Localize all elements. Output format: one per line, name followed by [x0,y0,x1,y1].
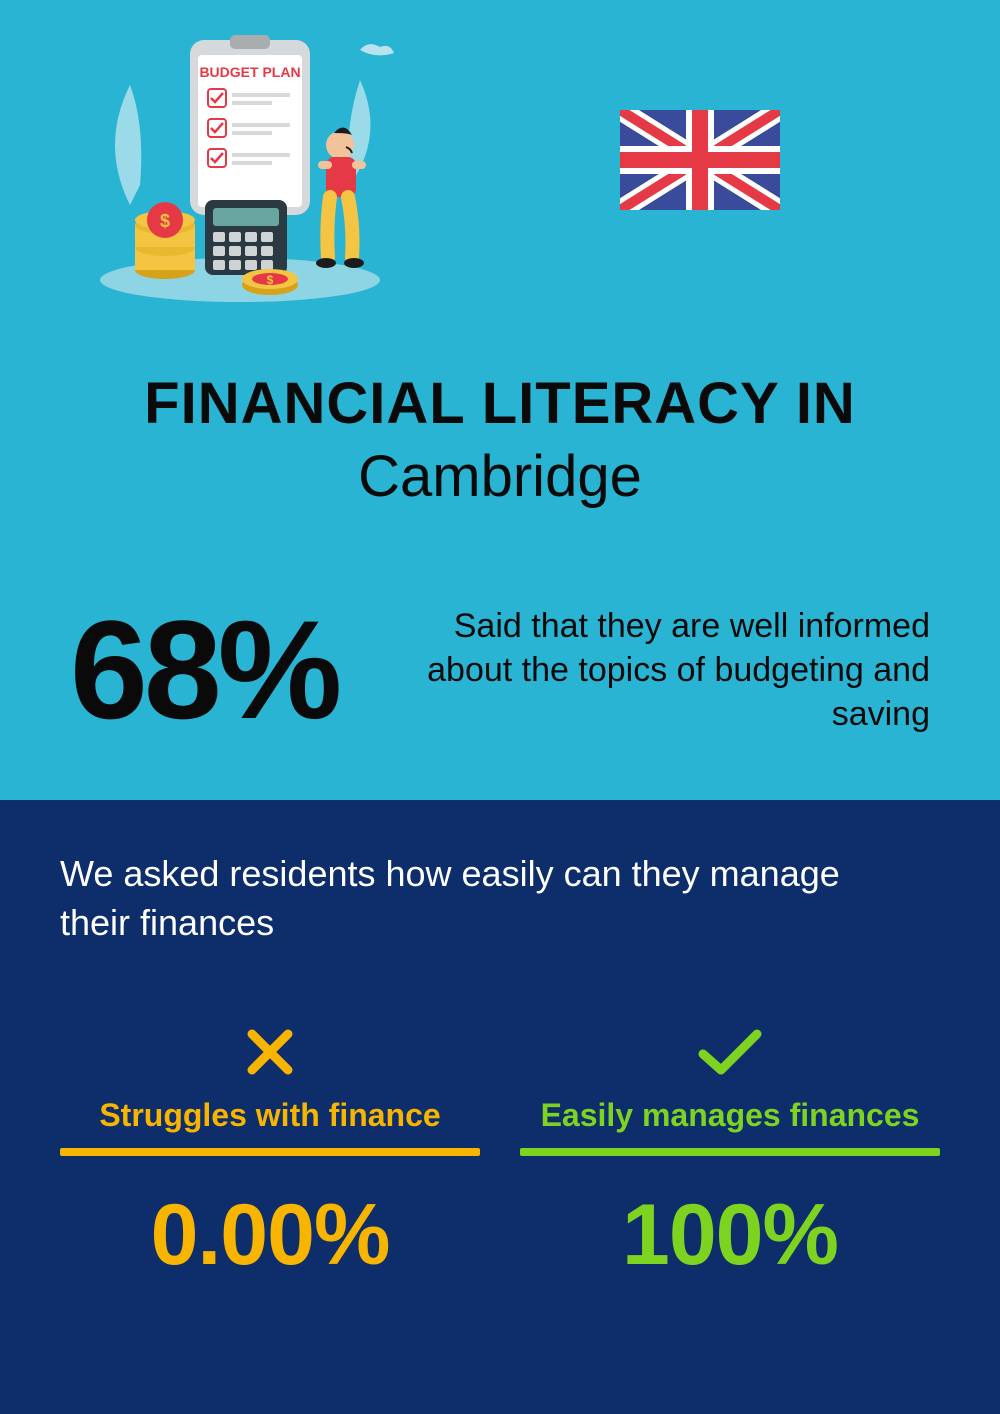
easy-underline [520,1148,940,1156]
easy-column: Easily manages finances 100% [520,1017,940,1285]
stat-description: Said that they are well informed about t… [368,604,930,737]
bottom-section: We asked residents how easily can they m… [0,800,1000,1414]
struggles-value: 0.00% [60,1186,480,1285]
budget-plan-label: BUDGET PLAN [199,64,300,80]
survey-question: We asked residents how easily can they m… [60,850,860,947]
check-icon [695,1024,765,1080]
top-section: BUDGET PLAN [0,0,1000,800]
comparison-row: Struggles with finance 0.00% Easily mana… [60,1017,940,1285]
budget-illustration: BUDGET PLAN [90,25,400,305]
easy-value: 100% [520,1186,940,1285]
svg-text:$: $ [267,273,274,287]
uk-flag-icon [620,110,780,210]
cross-icon [242,1024,298,1080]
title-line-2: Cambridge [60,443,940,510]
struggles-column: Struggles with finance 0.00% [60,1017,480,1285]
struggles-underline [60,1148,480,1156]
struggles-label: Struggles with finance [60,1097,480,1134]
svg-text:$: $ [160,211,170,231]
stat-percent: 68% [70,600,338,740]
headline-stat: 68% Said that they are well informed abo… [60,600,940,740]
title-line-1: FINANCIAL LITERACY IN [60,370,940,437]
easy-label: Easily manages finances [520,1097,940,1134]
